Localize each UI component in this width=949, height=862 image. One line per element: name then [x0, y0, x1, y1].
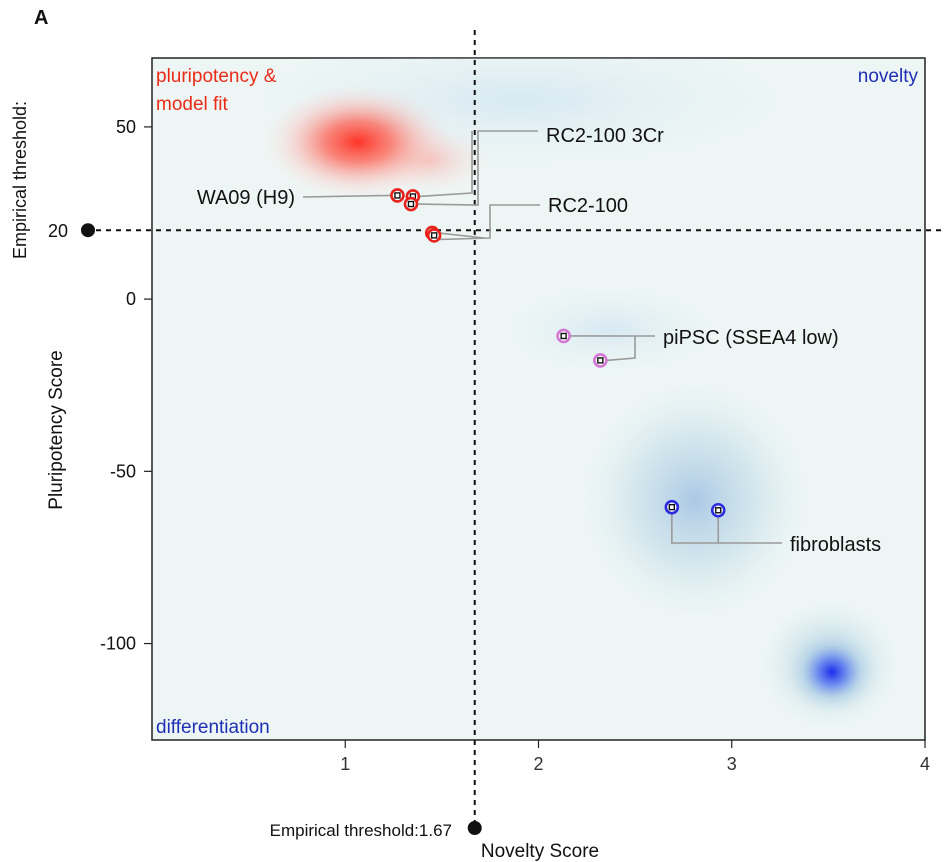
y-tick-label: -100 [100, 634, 136, 654]
quadrant-label-top-right: novelty [858, 66, 919, 87]
y-threshold-label: Empirical threshold: [10, 101, 30, 259]
leader-rc2-a [440, 204, 540, 241]
leader-fibroblasts-a [671, 513, 782, 544]
y-axis-label: Pluripotency Score [46, 350, 67, 509]
leader-wa09 [302, 194, 392, 198]
data-points [390, 188, 726, 518]
x-axis-label: Novelty Score [481, 841, 599, 862]
data-point-core [715, 507, 722, 514]
quadrant-label-top-left-line2: model fit [156, 94, 229, 115]
haze-mid [500, 285, 720, 375]
group-labels: WA09 (H9) RC2-100 3Cr RC2-100 piPSC (SSEA4 … [197, 125, 881, 556]
data-point-core [560, 332, 567, 340]
leader-rc2-3cr-b [418, 131, 473, 198]
group-label: WA09 (H9) [197, 187, 295, 209]
group-label: RC2-100 3Cr [546, 125, 664, 147]
leader-rc2-b [438, 232, 485, 239]
data-point-core [597, 357, 604, 364]
density-clouds [230, 58, 900, 730]
teal-fibroblast-cloud [580, 380, 810, 620]
label-leaders [302, 130, 782, 544]
panel-label: A [34, 7, 48, 29]
threshold-lines: 20 [48, 30, 946, 835]
y-threshold-tick-label: 20 [48, 221, 68, 241]
y-threshold-dot [81, 223, 95, 238]
red-density-core [263, 84, 453, 200]
data-point-core [407, 200, 415, 208]
data-point-core [668, 503, 676, 511]
data-point-core [394, 192, 401, 199]
leader-pipsc-b [606, 336, 636, 362]
x-threshold-dot [467, 821, 482, 835]
group-label: fibroblasts [790, 534, 881, 556]
y-tick-label: -50 [110, 461, 136, 481]
group-label: RC2-100 [548, 195, 628, 217]
blue-density-core [786, 630, 878, 714]
x-tick-label: 2 [533, 754, 543, 774]
quadrant-label-top-left-line1: pluripotency & [156, 66, 277, 87]
x-tick-label: 4 [920, 754, 930, 774]
x-threshold-label: Empirical threshold:1.67 [270, 821, 452, 840]
y-tick-label: 0 [126, 289, 136, 309]
x-tick-label: 3 [727, 754, 737, 774]
leader-rc2-3cr-a [416, 130, 538, 206]
x-tick-label: 1 [340, 754, 350, 774]
group-label: piPSC (SSEA4 low) [663, 327, 839, 349]
y-tick-label: 50 [116, 117, 136, 137]
axis-ticks: 1 2 3 4 50 0 -50 -100 [100, 117, 930, 774]
data-point-core [430, 232, 438, 239]
quadrant-label-bottom-left: differentiation [156, 717, 270, 738]
